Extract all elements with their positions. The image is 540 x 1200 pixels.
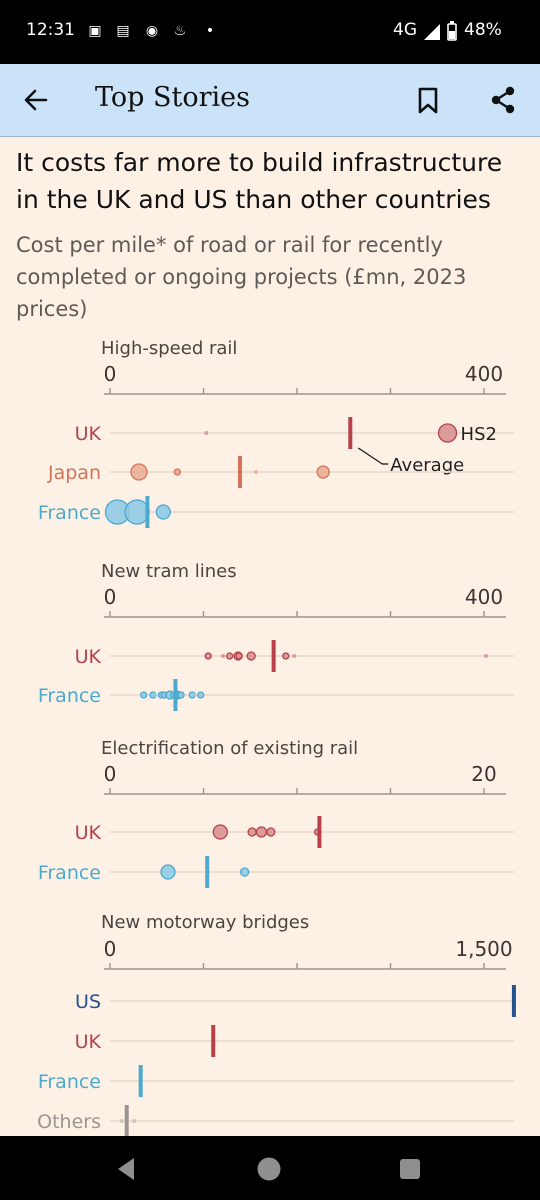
panel2-row-uk: UK xyxy=(75,640,514,672)
data-point xyxy=(246,651,256,661)
row-label: UK xyxy=(75,1031,102,1053)
row-label: UK xyxy=(75,646,102,668)
share-icon[interactable] xyxy=(487,84,519,116)
chart-headline: It costs far more to build infrastructur… xyxy=(16,148,503,214)
data-point xyxy=(239,867,250,877)
battery-icon xyxy=(447,21,457,41)
data-point xyxy=(266,827,276,837)
cake-icon: ♨ xyxy=(173,23,187,39)
data-point xyxy=(282,652,290,660)
data-point xyxy=(132,1119,137,1123)
panel3-row-uk: UK xyxy=(75,816,514,848)
data-point xyxy=(204,652,212,660)
data-point xyxy=(173,468,181,476)
panel2-row-france: France xyxy=(38,679,514,711)
panel1-row-uk: UK HS2 Average xyxy=(75,417,514,476)
data-point xyxy=(253,470,258,474)
panel3-tick-label: 20 xyxy=(471,762,496,786)
row-label: UK xyxy=(75,822,102,844)
row-label: France xyxy=(38,685,101,707)
data-point xyxy=(140,691,148,699)
row-label: France xyxy=(38,1071,101,1093)
panel1-row-france: France xyxy=(38,496,514,528)
row-label: US xyxy=(75,991,101,1013)
data-point xyxy=(483,654,488,658)
data-point xyxy=(235,652,243,660)
battery-level: 48% xyxy=(464,20,502,40)
panel3-title: Electrification of existing rail xyxy=(101,738,358,759)
data-point xyxy=(437,423,458,443)
teams-icon: ▣ xyxy=(88,23,102,39)
network-type: 4G xyxy=(393,20,417,40)
data-point xyxy=(204,431,209,435)
panel2-title: New tram lines xyxy=(101,561,237,582)
panel1-title: High-speed rail xyxy=(101,338,237,359)
panel2-tick-label: 0 xyxy=(104,585,117,609)
panel4-tick-label: 1,500 xyxy=(455,937,512,961)
row-label: UK xyxy=(75,423,102,445)
data-point xyxy=(255,826,268,838)
row-label: France xyxy=(38,502,101,524)
data-point xyxy=(192,693,197,697)
panel1-row-japan: Japan xyxy=(47,456,514,488)
data-point xyxy=(152,693,157,697)
data-point xyxy=(221,654,226,658)
data-point xyxy=(177,691,185,699)
row-label: Japan xyxy=(47,462,101,484)
panel1-tick-label: 400 xyxy=(465,362,503,386)
data-point xyxy=(130,463,148,481)
panel4-row-others: Others xyxy=(37,1105,514,1136)
panel4-tick-label: 0 xyxy=(104,937,117,961)
more-notifications-icon: • xyxy=(205,23,215,39)
point-label: HS2 xyxy=(461,424,497,445)
system-nav-bar xyxy=(0,1136,540,1200)
nav-recents-icon[interactable] xyxy=(399,1158,421,1180)
panel4-row-france: France xyxy=(38,1065,514,1097)
data-point xyxy=(160,864,176,880)
data-point xyxy=(316,465,330,479)
panel2: New tram lines 0 400 UK France xyxy=(38,561,514,711)
data-point xyxy=(247,827,257,837)
panel1: High-speed rail 0 400 UK HS2 Average Japan Fran… xyxy=(38,338,514,528)
average-annotation-label: Average xyxy=(390,455,464,476)
status-bar: 12:31 ▣ ▤ ◉ ♨ • 4G 48% xyxy=(0,0,540,64)
back-arrow-icon[interactable] xyxy=(20,84,52,116)
data-point xyxy=(197,691,205,699)
panel4-row-uk: UK xyxy=(75,1025,514,1057)
data-point xyxy=(212,824,228,840)
nav-back-icon[interactable] xyxy=(114,1156,140,1182)
data-point xyxy=(226,652,234,660)
app-title: Top Stories xyxy=(95,82,251,113)
data-point xyxy=(292,654,297,658)
panel1-tick-label: 0 xyxy=(104,362,117,386)
panel3: Electrification of existing rail 0 20 UK Fra… xyxy=(38,738,514,888)
signal-icon xyxy=(424,24,440,40)
data-point xyxy=(155,504,171,520)
panel2-tick-label: 400 xyxy=(465,585,503,609)
app-bar: Top Stories xyxy=(0,64,540,137)
row-label: France xyxy=(38,862,101,884)
dot-plot-chart: High-speed rail 0 400 UK HS2 Average Japan Fran… xyxy=(37,338,516,1136)
row-label: Others xyxy=(37,1111,101,1133)
average-annotation-leader xyxy=(357,447,389,465)
nav-home-icon[interactable] xyxy=(256,1156,282,1182)
panel4: New motorway bridges 0 1,500 US UK France Othe… xyxy=(37,912,516,1136)
panel4-title: New motorway bridges xyxy=(101,912,309,933)
panel3-row-france: France xyxy=(38,856,514,888)
bookmark-icon[interactable] xyxy=(412,84,444,116)
status-time: 12:31 xyxy=(26,20,75,40)
panel3-tick-label: 0 xyxy=(104,762,117,786)
panel4-row-us: US xyxy=(75,985,516,1017)
calendar-icon: ▤ xyxy=(116,23,130,39)
sync-icon: ◉ xyxy=(145,23,159,39)
chart-subtitle: Cost per mile* of road or rail for recen… xyxy=(16,233,467,321)
data-point xyxy=(119,1119,124,1123)
